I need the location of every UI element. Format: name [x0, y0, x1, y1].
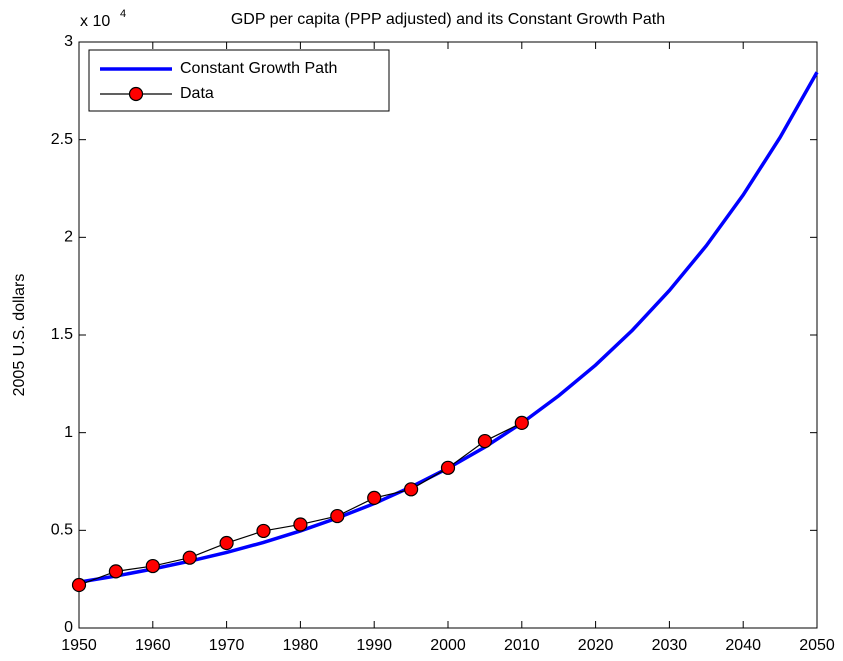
y-tick-label: 0.5 — [51, 522, 73, 539]
y-axis-label: 2005 U.S. dollars — [11, 274, 28, 397]
data-point — [367, 490, 382, 506]
x-tick-label: 1960 — [135, 637, 171, 654]
x-tick-label: 2000 — [430, 637, 466, 654]
y-multiplier-exponent: 4 — [120, 8, 126, 20]
x-tick-label: 1980 — [283, 637, 319, 654]
data-point — [71, 577, 87, 593]
chart-title: GDP per capita (PPP adjusted) and its Co… — [231, 11, 665, 28]
legend-marker — [128, 86, 144, 102]
x-tick-label: 2010 — [504, 637, 540, 654]
legend-label: Data — [180, 85, 214, 102]
y-multiplier: x 10 — [80, 13, 110, 30]
data-point — [145, 558, 160, 574]
y-tick-label: 1 — [64, 424, 73, 441]
data-point — [514, 415, 529, 430]
x-tick-label: 2050 — [799, 637, 835, 654]
data-point — [108, 564, 124, 579]
data-point — [440, 460, 456, 475]
x-tick-label: 2030 — [652, 637, 688, 654]
data-point — [404, 482, 419, 497]
legend-box — [88, 49, 390, 112]
x-tick-label: 1970 — [209, 637, 245, 654]
plot-area — [78, 41, 818, 629]
y-tick-label: 1.5 — [51, 326, 73, 343]
data-point — [182, 550, 197, 565]
x-tick-label: 2020 — [578, 637, 614, 654]
series-line — [78, 422, 523, 586]
legend-label: Constant Growth Path — [180, 60, 337, 77]
y-tick-label: 2.5 — [51, 131, 73, 148]
y-tick-label: 2 — [64, 229, 73, 246]
x-tick-label: 1990 — [356, 637, 392, 654]
data-point — [330, 508, 345, 524]
data-point — [293, 517, 308, 532]
data-point — [256, 523, 271, 539]
y-tick-label: 3 — [64, 33, 73, 50]
x-tick-label: 2040 — [725, 637, 761, 654]
data-point — [477, 433, 492, 449]
data-point — [219, 535, 234, 551]
x-tick-label: 1950 — [61, 637, 97, 654]
series-line — [78, 71, 819, 584]
y-tick-label: 0 — [64, 619, 73, 636]
